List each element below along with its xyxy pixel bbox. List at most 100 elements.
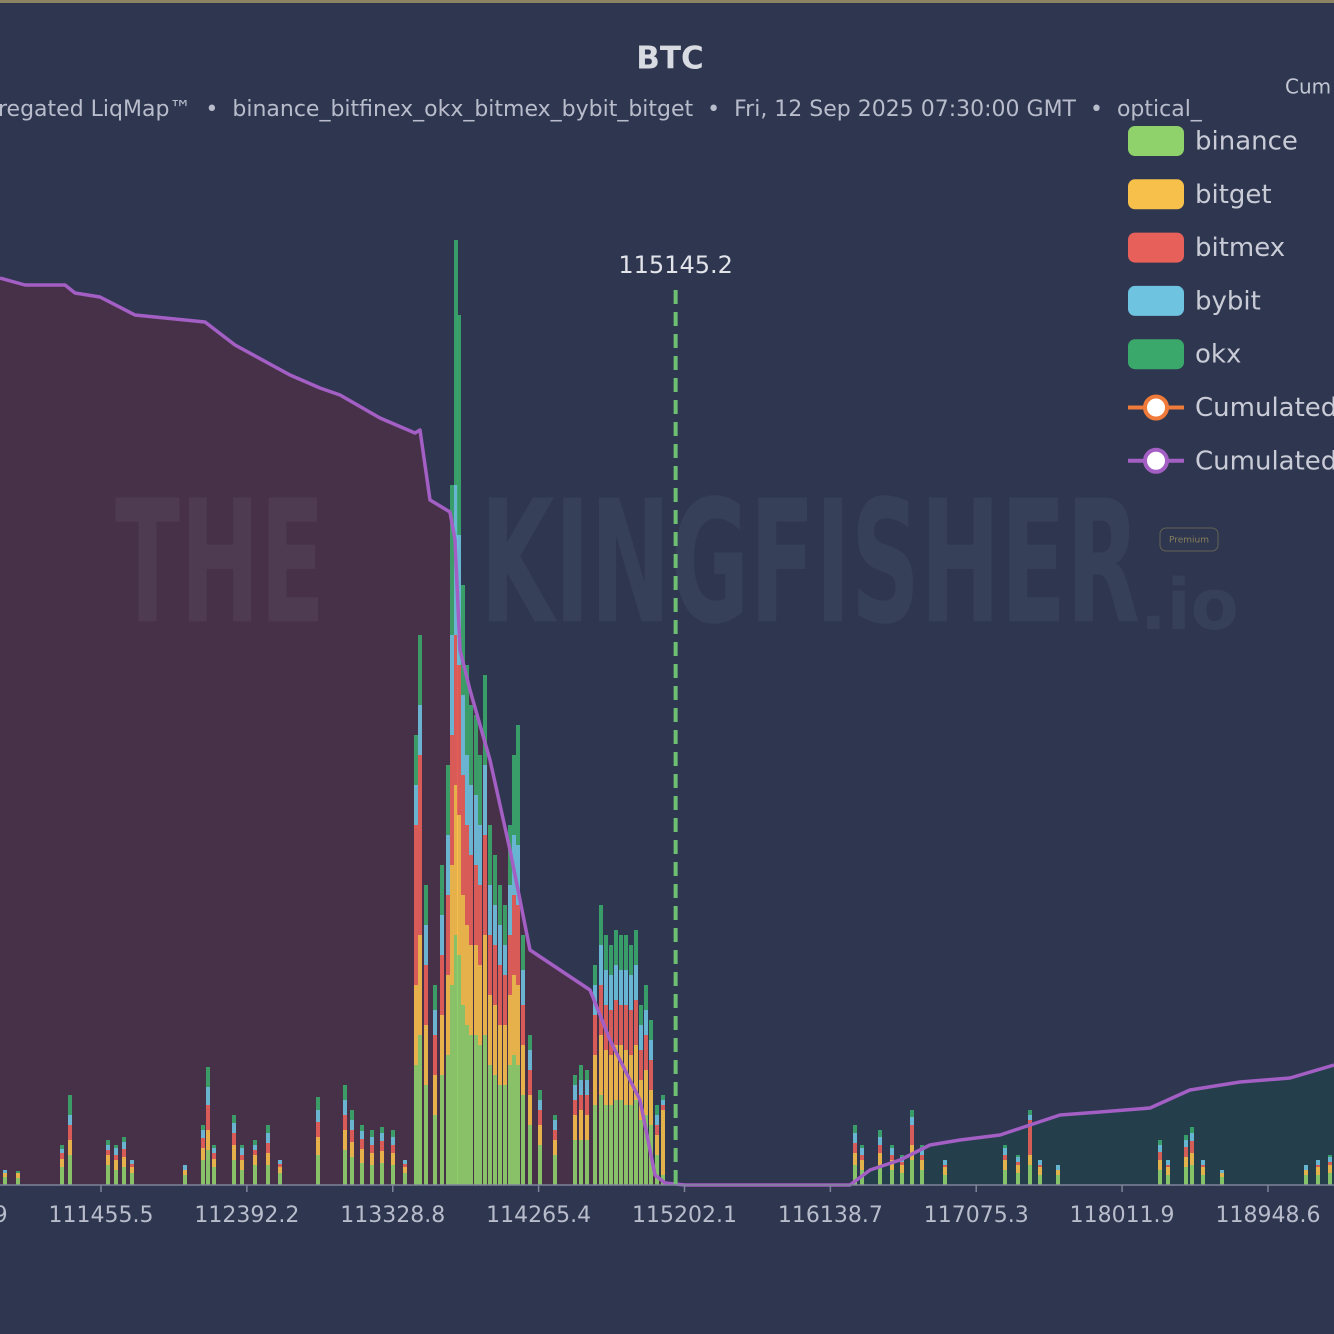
bar-segment xyxy=(1016,1155,1020,1157)
bar-segment xyxy=(619,1100,623,1185)
legend-marker[interactable] xyxy=(1143,447,1169,474)
bar-segment xyxy=(201,1160,205,1185)
bar-segment xyxy=(454,635,458,785)
legend-label[interactable]: Cumulated xyxy=(1195,446,1334,476)
bar-segment xyxy=(450,635,454,735)
legend-swatch[interactable] xyxy=(1128,126,1184,156)
legend-label[interactable]: okx xyxy=(1195,340,1241,370)
x-tick-label: 111455.5 xyxy=(49,1203,154,1228)
bar-segment xyxy=(655,1105,659,1115)
bar-segment xyxy=(1184,1157,1188,1167)
bar-segment xyxy=(278,1160,282,1164)
bar-segment xyxy=(634,930,638,965)
bar-segment xyxy=(1220,1173,1224,1177)
bar-segment xyxy=(655,1115,659,1125)
bar-segment xyxy=(920,1145,924,1148)
legend-label[interactable]: bybit xyxy=(1195,286,1261,316)
bar-segment xyxy=(1328,1173,1332,1185)
bar-segment xyxy=(634,1000,638,1045)
legend-label[interactable]: bitget xyxy=(1195,180,1272,210)
bar-segment xyxy=(457,315,461,535)
bar-segment xyxy=(488,1065,492,1185)
bar-segment xyxy=(890,1160,894,1170)
bar-segment xyxy=(629,1010,633,1055)
bar-segment xyxy=(68,1115,72,1125)
bar-segment xyxy=(853,1133,857,1143)
bar-segment xyxy=(1016,1173,1020,1185)
bar-segment xyxy=(433,1075,437,1115)
bar-segment xyxy=(661,1100,665,1105)
bar-segment xyxy=(478,965,482,1045)
bar-segment xyxy=(1184,1135,1188,1140)
bar-segment xyxy=(201,1138,205,1148)
bar-segment xyxy=(212,1145,216,1148)
bar-segment xyxy=(508,935,512,995)
bar-segment xyxy=(474,1035,478,1185)
bar-segment xyxy=(414,735,418,785)
bar-segment xyxy=(521,970,525,1005)
legend-marker[interactable] xyxy=(1143,394,1169,421)
bar-segment xyxy=(60,1159,64,1167)
bar-segment xyxy=(469,945,473,1035)
bar-segment xyxy=(604,1105,608,1185)
x-tick-label: 110518.9 xyxy=(0,1203,8,1228)
x-tick-label: 114265.4 xyxy=(486,1203,591,1228)
legend-swatch[interactable] xyxy=(1128,232,1184,263)
bar-segment xyxy=(579,1110,583,1140)
bar-segment xyxy=(498,925,502,965)
y2-axis-label: Cum xyxy=(1285,75,1331,99)
bar-segment xyxy=(266,1133,270,1143)
legend-swatch[interactable] xyxy=(1128,339,1184,370)
bar-segment xyxy=(450,985,454,1185)
bar-segment xyxy=(130,1167,134,1173)
bar-segment xyxy=(440,955,444,1015)
bar-segment xyxy=(853,1143,857,1153)
legend-swatch[interactable] xyxy=(1128,179,1184,210)
legend-label[interactable]: binance xyxy=(1195,127,1298,157)
bar-segment xyxy=(624,1050,628,1105)
bar-segment xyxy=(920,1170,924,1185)
bar-segment xyxy=(465,755,469,825)
bar-segment xyxy=(474,715,478,795)
bar-segment xyxy=(440,1075,444,1185)
bar-segment xyxy=(585,1115,589,1140)
bar-segment xyxy=(16,1178,20,1185)
bar-segment xyxy=(503,975,507,1025)
legend-label[interactable]: Cumulated xyxy=(1195,393,1334,423)
bar-segment xyxy=(521,1095,525,1185)
bar-segment xyxy=(68,1125,72,1140)
bar-segment xyxy=(1316,1165,1320,1167)
bar-segment xyxy=(360,1163,364,1185)
bar-segment xyxy=(624,1005,628,1050)
bar-segment xyxy=(3,1170,7,1173)
bar-segment xyxy=(661,1105,665,1110)
legend-label[interactable]: bitmex xyxy=(1195,233,1285,263)
bar-segment xyxy=(498,965,502,1025)
bar-segment xyxy=(614,930,618,965)
bar-segment xyxy=(232,1145,236,1160)
bar-segment xyxy=(593,1015,597,1055)
bar-segment xyxy=(418,635,422,705)
bar-segment xyxy=(1028,1155,1032,1165)
x-tick-label: 118011.9 xyxy=(1070,1203,1175,1228)
bar-segment xyxy=(240,1170,244,1185)
bar-segment xyxy=(68,1140,72,1155)
bar-segment xyxy=(1158,1170,1162,1185)
bar-segment xyxy=(1190,1141,1194,1153)
watermark-text: THE xyxy=(115,464,325,662)
bar-segment xyxy=(943,1160,947,1165)
bar-segment xyxy=(461,895,465,1005)
bar-segment xyxy=(853,1125,857,1133)
bar-segment xyxy=(604,935,608,970)
bar-segment xyxy=(538,1145,542,1185)
bar-segment xyxy=(1328,1155,1332,1157)
bar-segment xyxy=(212,1167,216,1185)
bar-segment xyxy=(639,1120,643,1185)
legend-swatch[interactable] xyxy=(1128,285,1184,316)
bar-segment xyxy=(920,1148,924,1155)
bar-segment xyxy=(114,1155,118,1160)
bar-segment xyxy=(446,895,450,975)
bar-segment xyxy=(639,1025,643,1050)
bar-segment xyxy=(278,1167,282,1173)
bar-segment xyxy=(1038,1165,1042,1167)
